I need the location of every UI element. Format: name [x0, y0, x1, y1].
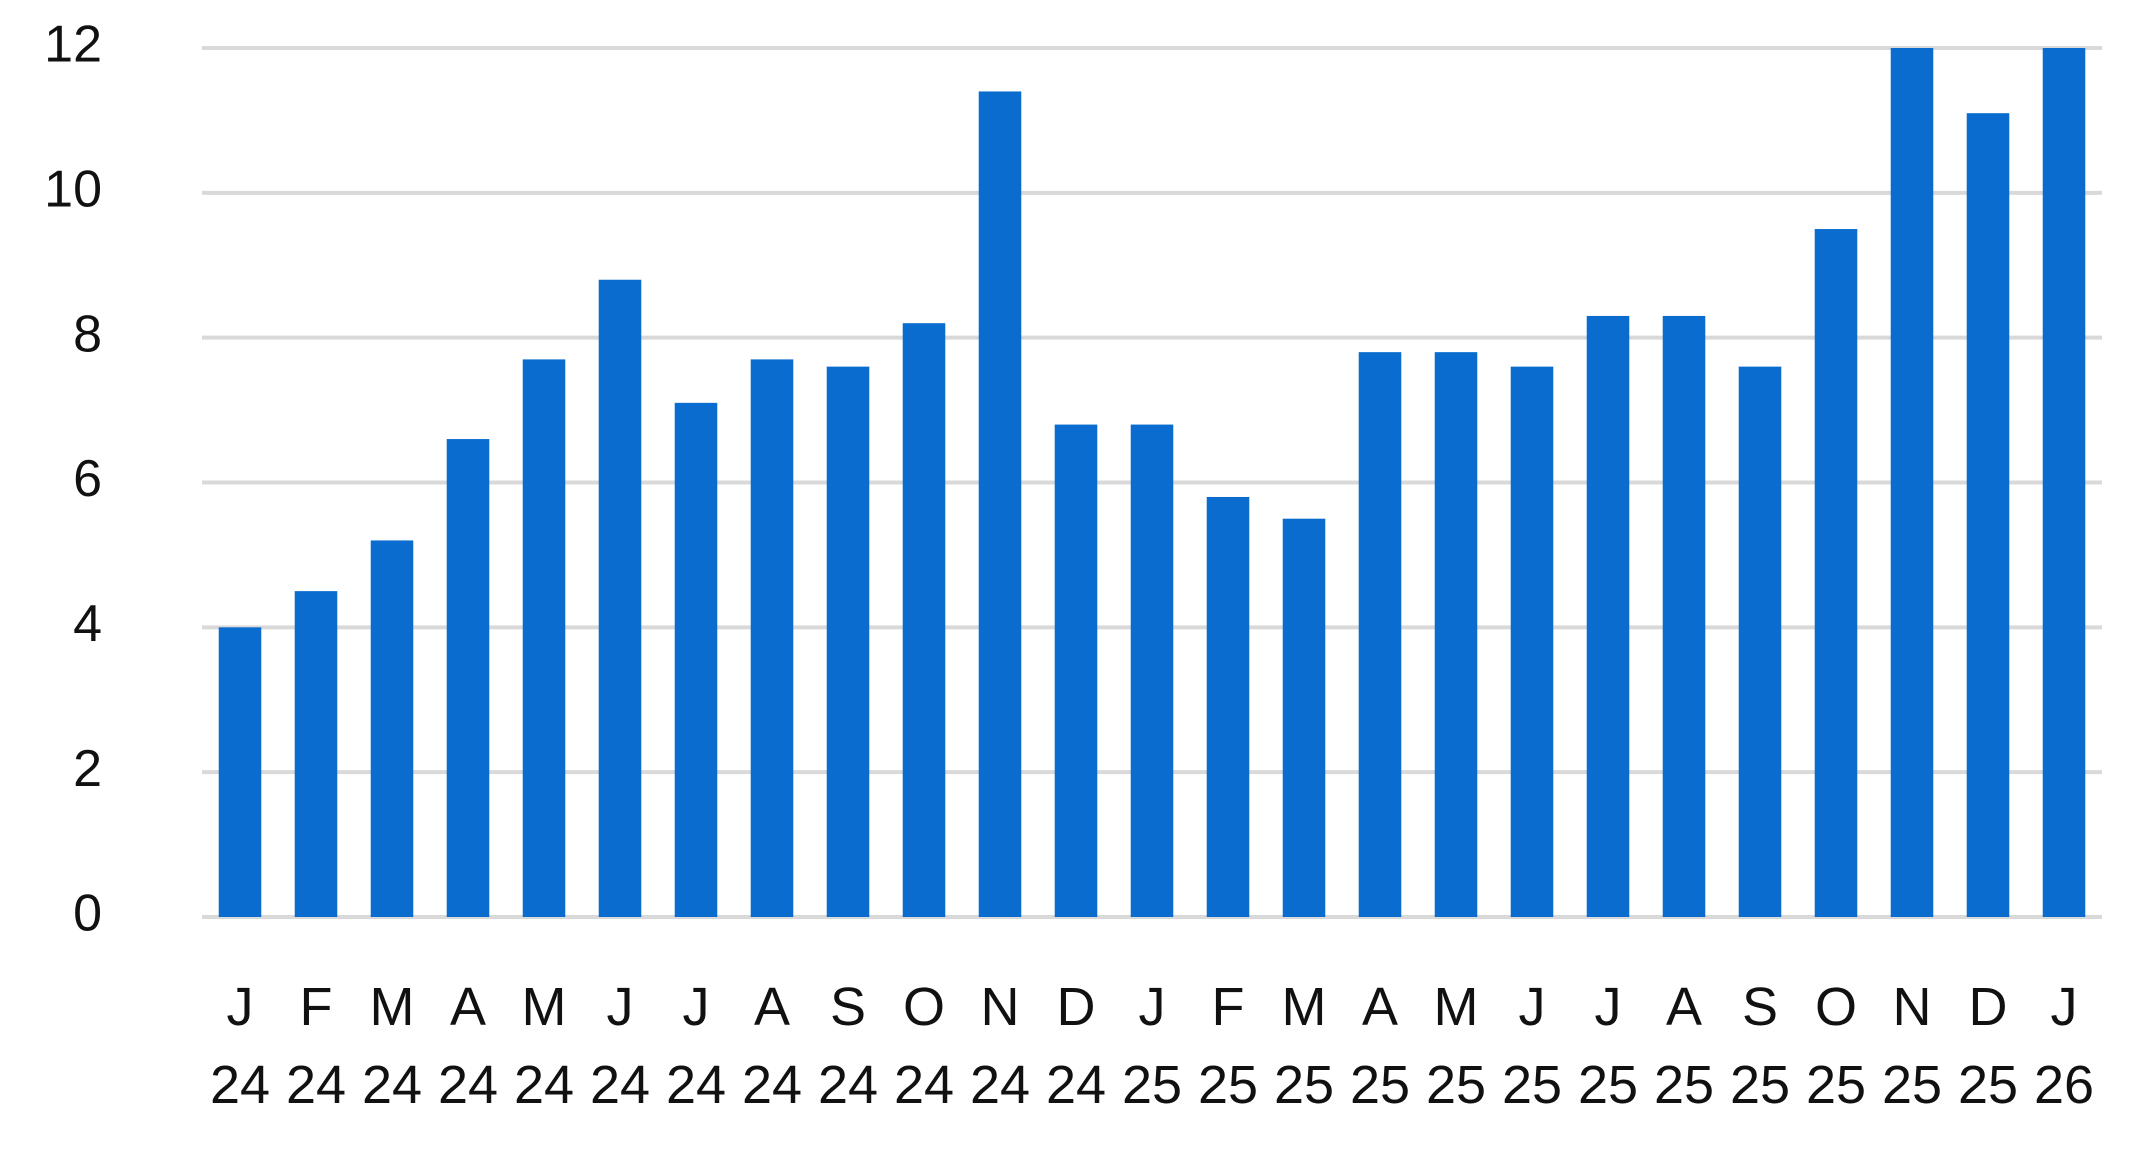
bar: [1738, 366, 1782, 918]
bar: [370, 540, 414, 917]
x-tick-label: M 25: [1273, 977, 1335, 1115]
x-tick-label: M 24: [361, 977, 423, 1115]
x-tick-label: S 24: [817, 977, 879, 1115]
x-tick-label: J 24: [665, 977, 727, 1115]
bar: [674, 402, 718, 917]
bar: [978, 91, 1022, 917]
bar: [1966, 113, 2010, 918]
x-tick-label: F 25: [1197, 977, 1259, 1115]
x-tick-label: J 24: [589, 977, 651, 1115]
x-tick-label: J 26: [2033, 977, 2095, 1115]
y-tick-label: 4: [73, 595, 102, 653]
x-tick-label: S 25: [1729, 977, 1791, 1115]
bar: [598, 279, 642, 917]
y-tick-label: 6: [73, 450, 102, 508]
x-tick-label: J 25: [1501, 977, 1563, 1115]
x-tick-label: O 24: [893, 977, 955, 1115]
x-tick-label: J 24: [209, 977, 271, 1115]
x-tick-label: O 25: [1805, 977, 1867, 1115]
bar: [750, 359, 794, 917]
bar: [1130, 424, 1174, 917]
x-tick-label: N 25: [1881, 977, 1943, 1115]
y-tick-label: 10: [44, 161, 102, 219]
x-tick-label: N 24: [969, 977, 1031, 1115]
bar: [218, 627, 262, 917]
y-tick-label: 12: [44, 16, 102, 74]
bar: [522, 359, 566, 917]
bar: [2042, 48, 2086, 917]
x-tick-label: A 25: [1349, 977, 1411, 1115]
bar: [826, 366, 870, 918]
bar: [1662, 315, 1706, 918]
bar: [1434, 352, 1478, 917]
x-tick-label: A 24: [741, 977, 803, 1115]
bar: [1814, 229, 1858, 917]
x-tick-label: J 25: [1121, 977, 1183, 1115]
bar: [446, 439, 490, 917]
x-tick-label: A 24: [437, 977, 499, 1115]
bar: [1890, 48, 1934, 917]
x-tick-label: M 24: [513, 977, 575, 1115]
bar: [1206, 496, 1250, 917]
bar: [1510, 366, 1554, 918]
x-tick-label: D 24: [1045, 977, 1107, 1115]
y-tick-label: 8: [73, 305, 102, 363]
bar: [1586, 315, 1630, 918]
bar: [1054, 424, 1098, 917]
bar: [1282, 518, 1326, 917]
x-tick-label: J 25: [1577, 977, 1639, 1115]
bar: [294, 591, 338, 917]
x-tick-label: M 25: [1425, 977, 1487, 1115]
x-tick-label: D 25: [1957, 977, 2019, 1115]
bar: [1358, 352, 1402, 917]
y-tick-label: 0: [73, 885, 102, 943]
y-tick-label: 2: [73, 740, 102, 798]
x-tick-label: F 24: [285, 977, 347, 1115]
bar: [902, 323, 946, 917]
x-tick-label: A 25: [1653, 977, 1715, 1115]
